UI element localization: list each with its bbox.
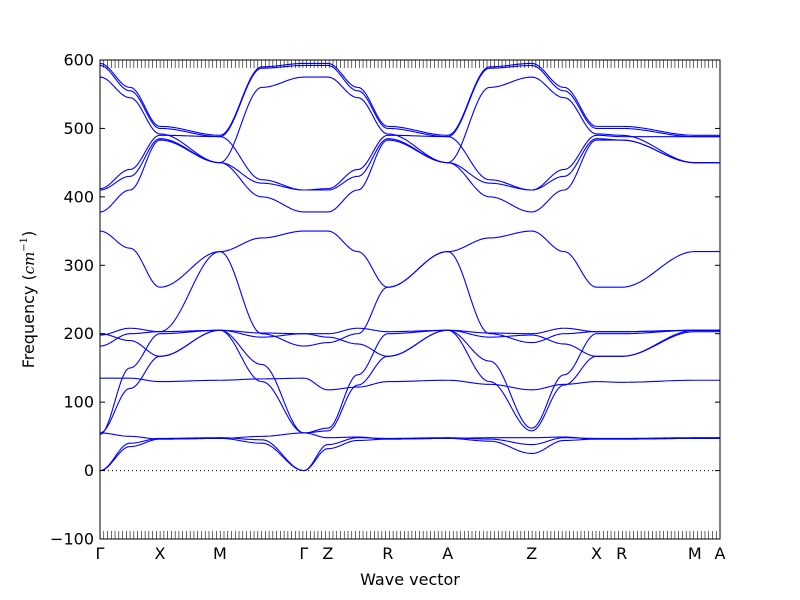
x-tick-label: R	[382, 544, 393, 563]
y-axis: −100 0 100 200 300 400 500 600	[50, 51, 720, 549]
band-line-6	[99, 139, 720, 213]
band-line-11	[100, 377, 720, 391]
x-tick-label: A	[442, 544, 453, 563]
x-tick-label: Z	[526, 544, 537, 563]
band-line-2	[99, 64, 720, 138]
band-line-12	[99, 329, 720, 435]
band-line-15	[99, 437, 720, 472]
band-line-10	[99, 251, 720, 347]
y-tick-label: 200	[63, 324, 94, 343]
x-tick-label: Z	[322, 544, 333, 563]
band-line-3	[99, 76, 720, 164]
plot-frame	[99, 59, 721, 540]
band-line-1	[99, 62, 720, 136]
y-tick-label: −100	[50, 530, 94, 549]
y-axis-label-prefix: Frequency (	[19, 274, 38, 368]
x-tick-label: M	[688, 544, 702, 563]
y-tick-label: 100	[63, 393, 94, 412]
x-tick-label: M	[213, 544, 227, 563]
band-line-7	[99, 230, 720, 288]
y-tick-label: 500	[63, 119, 94, 138]
y-axis-label-suffix: )	[19, 231, 38, 237]
y-axis-label: Frequency (cm−1)	[19, 231, 38, 369]
band-line-13	[99, 329, 720, 434]
y-axis-label-exponent: −1	[19, 237, 30, 252]
x-tick-label: Γ	[299, 544, 308, 563]
x-axis-label: Wave vector	[360, 570, 460, 589]
y-tick-label: 600	[63, 51, 94, 70]
y-tick-label: 0	[84, 461, 94, 480]
y-tick-label: 300	[63, 256, 94, 275]
band-lines	[99, 62, 720, 472]
x-tick-label: X	[591, 544, 602, 563]
x-tick-label: Γ	[96, 544, 105, 563]
band-line-4	[99, 134, 720, 191]
x-tick-label: R	[616, 544, 627, 563]
x-tick-label: X	[154, 544, 165, 563]
x-tick-label: A	[715, 544, 726, 563]
y-axis-label-unit: cm	[20, 252, 38, 275]
band-line-16	[99, 437, 720, 472]
y-tick-label: 400	[63, 187, 94, 206]
